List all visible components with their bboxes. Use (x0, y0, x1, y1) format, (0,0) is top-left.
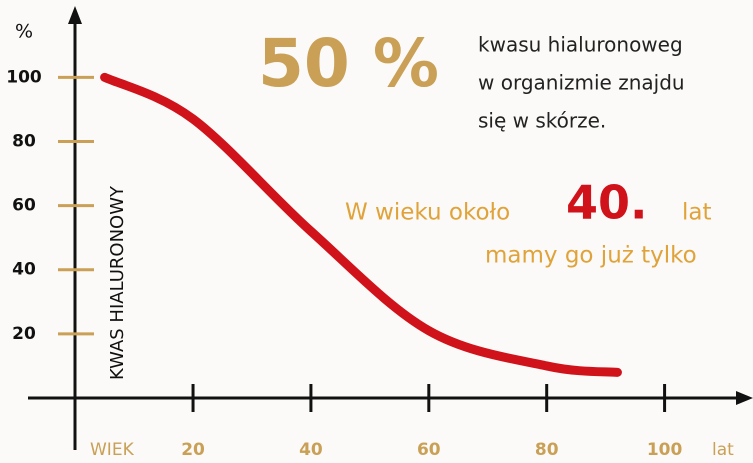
big-percent: 50 % (258, 25, 439, 102)
x-tick-label: 40 (299, 440, 323, 460)
annotation: mamy go już tylko (485, 243, 697, 269)
x-tick-label: 60 (417, 440, 441, 460)
annotation: lat (682, 200, 712, 226)
y-tick-label: 60 (12, 196, 36, 216)
annotation: W wieku około (345, 200, 510, 226)
x-tick-label: 80 (535, 440, 559, 460)
annotation-number: 40. (566, 176, 648, 230)
annotation: się w skórze. (478, 109, 606, 133)
x-axis-unit: lat (712, 440, 734, 460)
y-axis-label: % (15, 21, 33, 43)
y-axis-arrow (68, 6, 82, 24)
annotation: kwasu hialuronoweg (478, 33, 683, 57)
y-tick-label: 20 (12, 324, 36, 344)
chart: 20 40 60 80 100 20 40 60 80 100% WIEK lat KWAS HIALU… (0, 0, 753, 463)
y-tick-label: 80 (12, 131, 36, 151)
y-tick-label: 100 (6, 67, 42, 87)
x-tick-label: 100 (647, 440, 683, 460)
annotation: w organizmie znajdu (478, 71, 685, 95)
y-tick-label: 40 (12, 260, 36, 280)
x-axis-arrow (736, 391, 753, 405)
x-tick-label: 20 (181, 440, 205, 460)
series-label: KWAS HIALURONOWY (107, 185, 128, 380)
x-axis-label: WIEK (90, 440, 135, 460)
